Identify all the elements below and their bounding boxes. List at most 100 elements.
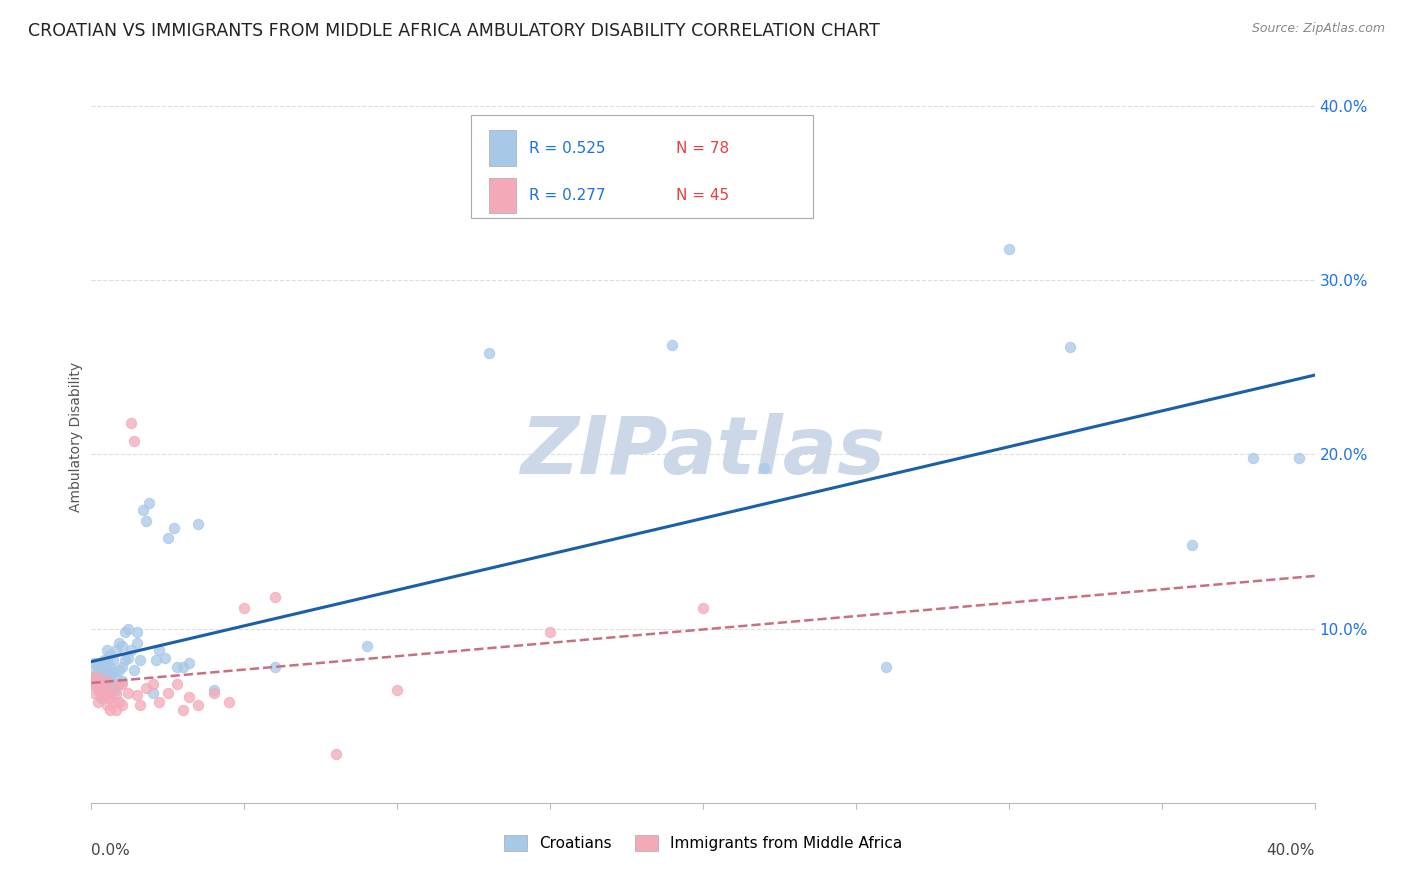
Point — [90, 686, 112, 700]
Point — [141, 677, 163, 691]
Text: 40.0%: 40.0% — [1267, 843, 1315, 858]
Point — [141, 686, 163, 700]
Point — [93, 681, 115, 695]
Point — [172, 660, 194, 674]
Point — [114, 653, 136, 667]
Point — [1288, 450, 1310, 465]
Point — [111, 698, 134, 713]
Point — [148, 695, 170, 709]
Point — [90, 673, 112, 688]
Point — [98, 668, 121, 682]
Y-axis label: Ambulatory Disability: Ambulatory Disability — [69, 362, 83, 512]
Point — [80, 670, 103, 684]
Legend: Croatians, Immigrants from Middle Africa: Croatians, Immigrants from Middle Africa — [498, 830, 908, 857]
Point — [122, 664, 145, 678]
Point — [356, 639, 378, 653]
Point — [187, 517, 209, 532]
Point — [179, 690, 201, 704]
Point — [692, 600, 714, 615]
Point — [80, 677, 103, 691]
Point — [111, 660, 134, 674]
Point — [163, 521, 186, 535]
Point — [264, 591, 287, 605]
Point — [111, 673, 134, 688]
Point — [86, 695, 108, 709]
Point — [104, 704, 127, 718]
Point — [86, 665, 108, 680]
Point — [127, 635, 149, 649]
Point — [129, 653, 152, 667]
Point — [233, 600, 256, 615]
Text: 0.0%: 0.0% — [91, 843, 131, 858]
Point — [153, 651, 176, 665]
Point — [96, 681, 118, 695]
Point — [90, 657, 112, 671]
Point — [135, 514, 157, 528]
Point — [111, 639, 134, 653]
Point — [83, 657, 105, 671]
Point — [104, 642, 127, 657]
Point — [538, 625, 561, 640]
Point — [90, 677, 112, 691]
Point — [83, 670, 105, 684]
Point — [93, 691, 115, 706]
Point — [96, 673, 118, 688]
Point — [98, 704, 121, 718]
Point — [93, 673, 115, 688]
Text: N = 78: N = 78 — [676, 141, 730, 155]
Point — [1243, 450, 1265, 465]
Point — [166, 677, 188, 691]
Point — [80, 670, 103, 684]
Text: CROATIAN VS IMMIGRANTS FROM MIDDLE AFRICA AMBULATORY DISABILITY CORRELATION CHAR: CROATIAN VS IMMIGRANTS FROM MIDDLE AFRIC… — [28, 22, 880, 40]
Point — [385, 682, 409, 697]
Point — [117, 686, 139, 700]
Point — [86, 682, 108, 697]
Bar — [489, 130, 516, 166]
Point — [96, 657, 118, 671]
Point — [86, 682, 108, 697]
Point — [108, 677, 131, 691]
Point — [83, 677, 105, 691]
Point — [98, 690, 121, 704]
Point — [120, 642, 142, 657]
Text: ZIPatlas: ZIPatlas — [520, 413, 886, 491]
Point — [661, 338, 683, 352]
Point — [179, 657, 201, 671]
Point — [135, 681, 157, 695]
Point — [93, 665, 115, 680]
Point — [101, 665, 124, 680]
Point — [1059, 339, 1081, 353]
Point — [93, 653, 115, 667]
Point — [117, 651, 139, 665]
Point — [96, 665, 118, 680]
Point — [172, 704, 194, 718]
Point — [325, 747, 347, 761]
Point — [86, 677, 108, 691]
Point — [96, 642, 118, 657]
Point — [90, 664, 112, 678]
Point — [90, 691, 112, 706]
Point — [104, 688, 127, 702]
Point — [104, 682, 127, 697]
Point — [80, 673, 103, 688]
Point — [202, 682, 225, 697]
Point — [138, 496, 160, 510]
Point — [83, 673, 105, 688]
Text: N = 45: N = 45 — [676, 187, 730, 202]
Point — [86, 670, 108, 684]
Point — [187, 698, 209, 713]
Point — [122, 434, 145, 448]
Point — [998, 242, 1021, 256]
FancyBboxPatch shape — [471, 115, 813, 218]
Point — [98, 677, 121, 691]
Point — [90, 668, 112, 682]
Point — [127, 688, 149, 702]
Point — [101, 682, 124, 697]
Point — [98, 684, 121, 698]
Bar — [489, 178, 516, 212]
Point — [98, 648, 121, 662]
Point — [96, 686, 118, 700]
Point — [1181, 538, 1204, 552]
Point — [83, 686, 105, 700]
Point — [96, 698, 118, 713]
